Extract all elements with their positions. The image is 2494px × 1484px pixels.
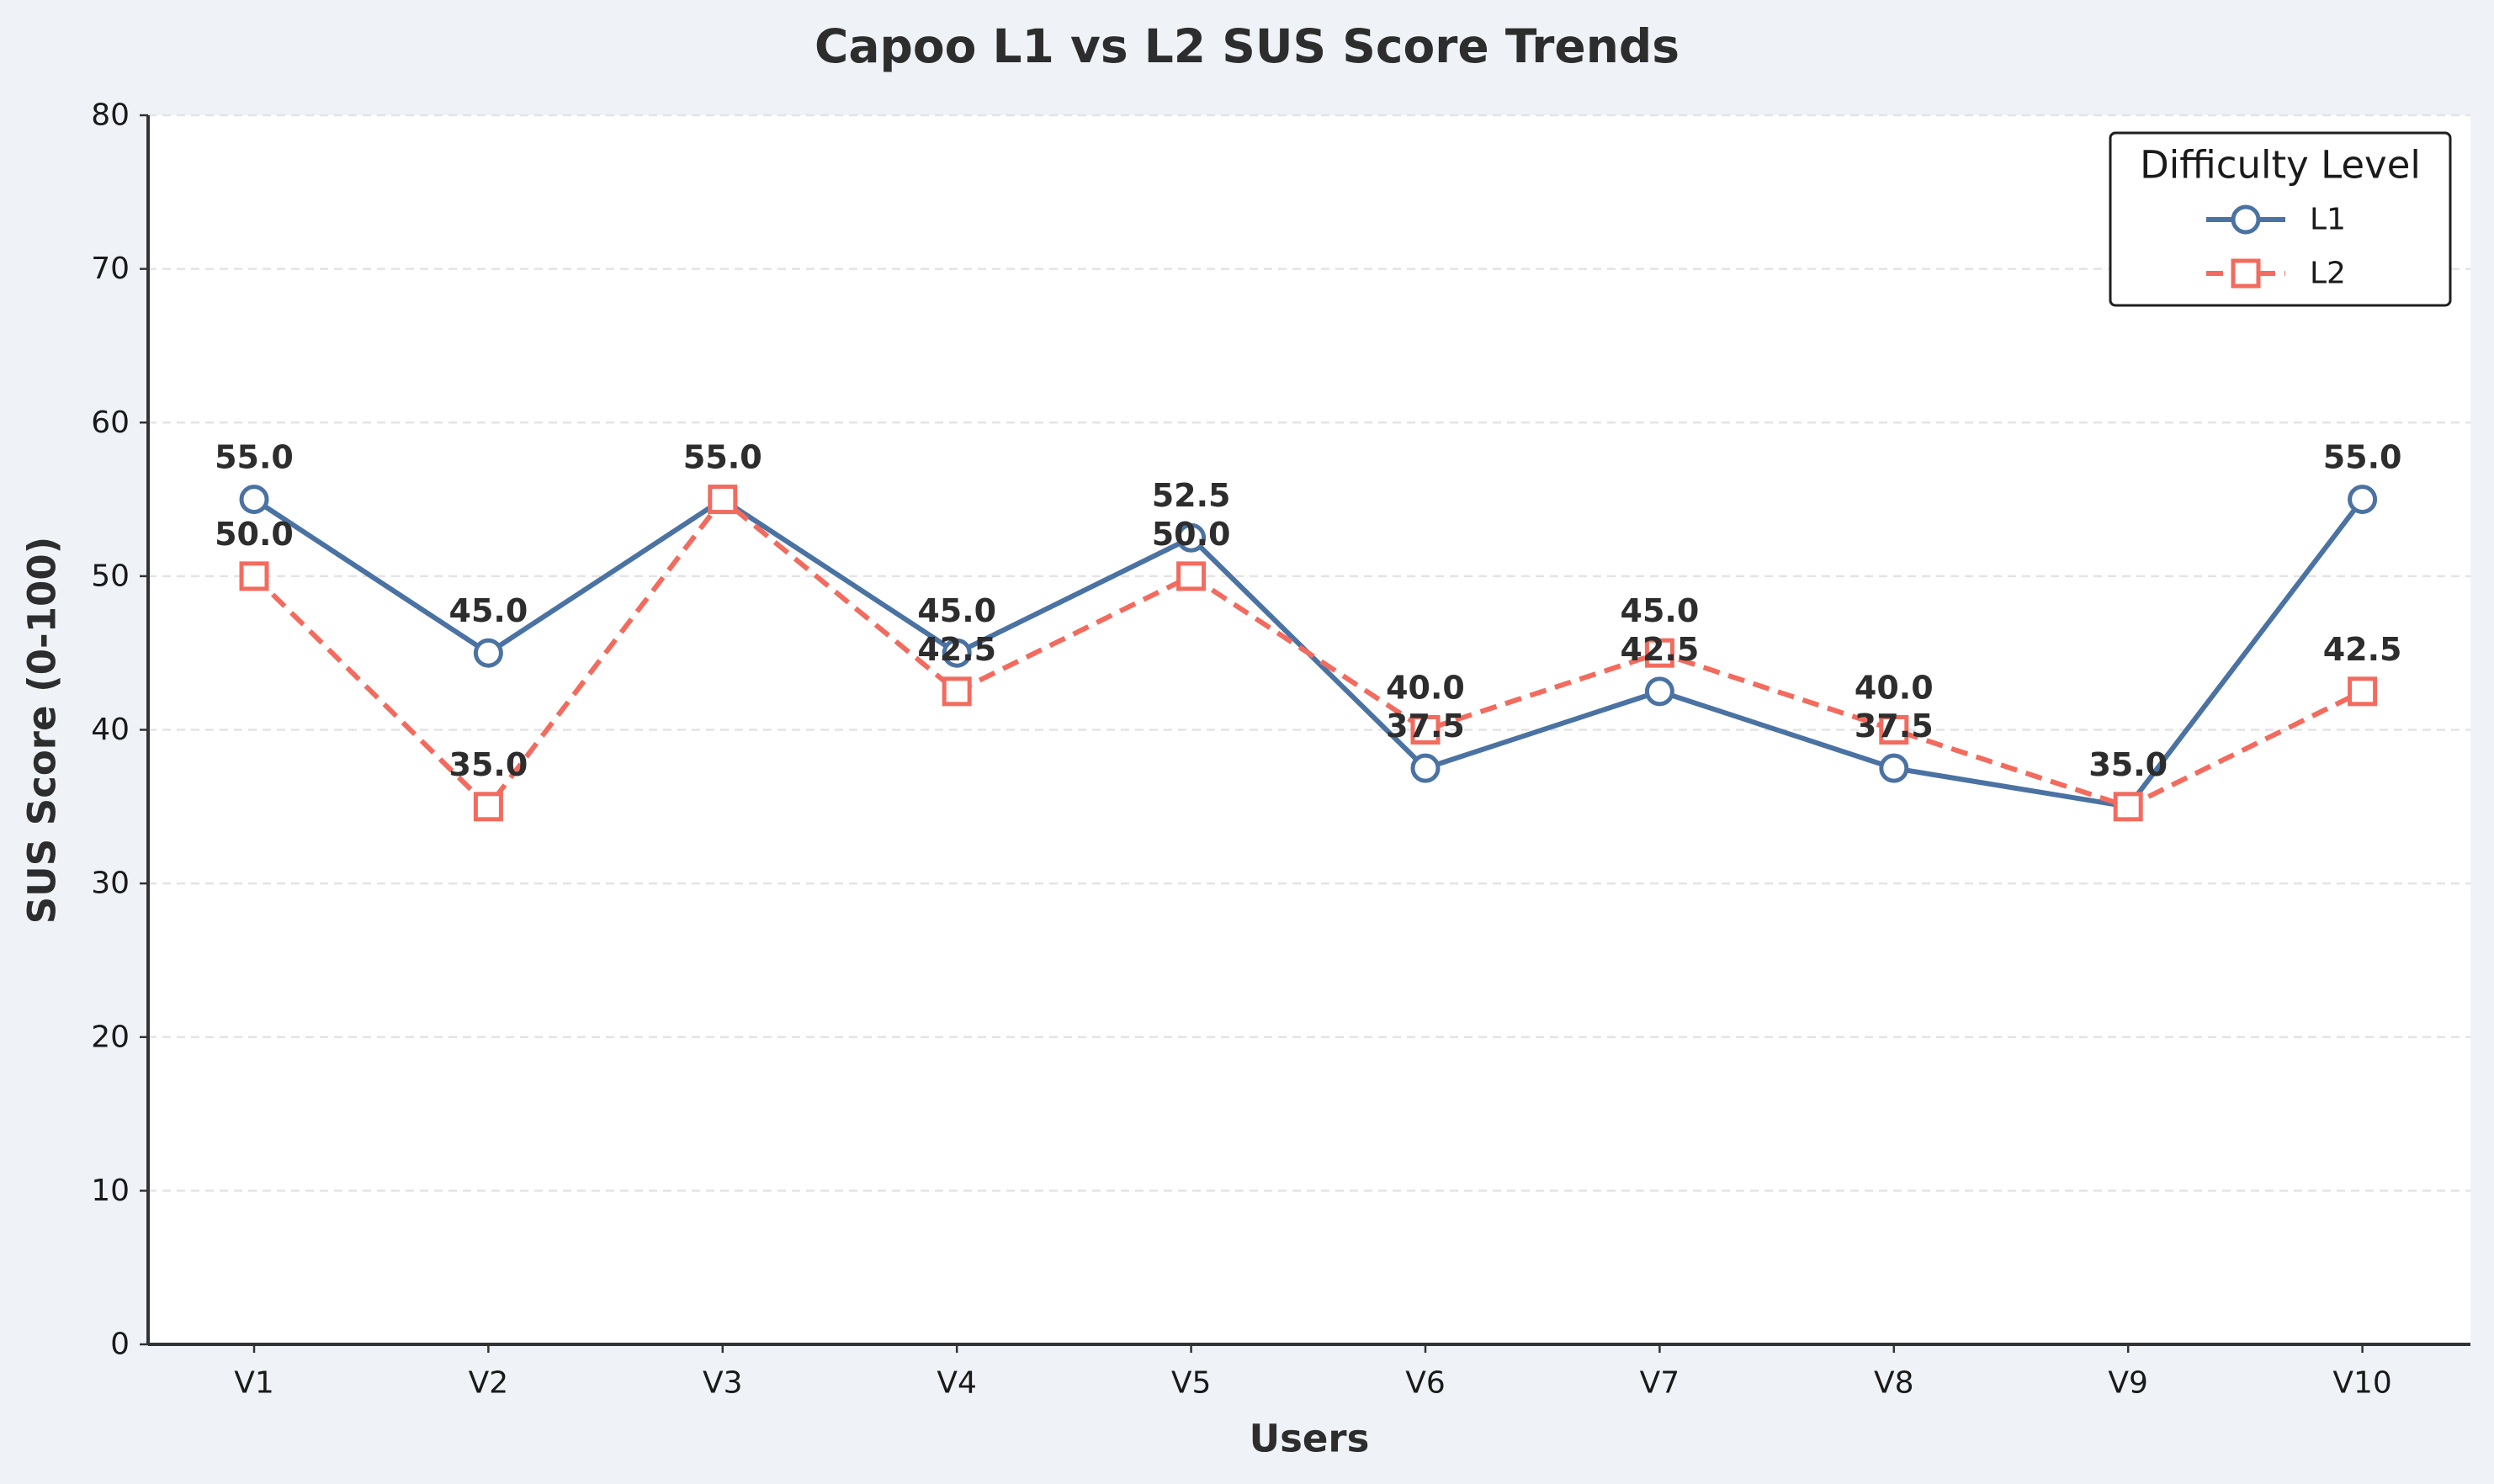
data-label-l2: 40.0 xyxy=(1386,670,1465,707)
data-point-l2 xyxy=(1644,638,1674,668)
x-axis-label: Users xyxy=(1250,1417,1370,1461)
x-tick-label: V2 xyxy=(469,1366,509,1401)
data-point-l2 xyxy=(1410,715,1441,745)
data-point-l1 xyxy=(1879,753,1909,783)
y-axis-label: SUS Score (0-100) xyxy=(20,537,65,924)
x-tick-label: V5 xyxy=(1171,1366,1212,1401)
series-lines xyxy=(252,496,2364,809)
data-label-l1: 55.0 xyxy=(215,439,294,476)
x-tick-label: V6 xyxy=(1405,1366,1446,1401)
data-label-l1: 45.0 xyxy=(449,592,528,629)
axes: 0 10 20 30 40 50 60 70 80 V1 V2 V3 V4 V5 V6 V7 V8 V9 V10 xyxy=(91,98,2470,1401)
data-label-l1: 52.5 xyxy=(1152,477,1231,514)
legend-title: Difficulty Level xyxy=(2140,143,2421,188)
data-label-l1: 37.5 xyxy=(1855,708,1934,745)
data-label-l2: 42.5 xyxy=(2323,631,2402,668)
data-label-l2: 45.0 xyxy=(1621,592,1700,629)
data-point-l2 xyxy=(473,792,503,822)
data-point-l2 xyxy=(2113,792,2143,822)
data-point-l2 xyxy=(2348,676,2378,707)
data-labels: 55.0 45.0 55.0 45.0 52.5 37.5 42.5 37.5 35.0 55.0… xyxy=(215,439,2401,783)
legend-marker-l1 xyxy=(2231,204,2261,235)
data-point-l2 xyxy=(1176,561,1207,591)
data-label-l1: 37.5 xyxy=(1386,708,1465,745)
y-tick-label: 60 xyxy=(91,405,130,440)
data-label-l1: 45.0 xyxy=(917,592,996,629)
data-point-l1 xyxy=(1644,676,1674,707)
grid xyxy=(148,114,2470,1192)
legend-marker-l2 xyxy=(2231,258,2261,289)
x-tick-label: V7 xyxy=(1640,1366,1680,1401)
x-tick-label: V9 xyxy=(2108,1366,2148,1401)
data-point-l2 xyxy=(942,676,972,707)
y-tick-label: 40 xyxy=(91,713,130,747)
chart-title: Capoo L1 vs L2 SUS Score Trends xyxy=(815,19,1679,73)
legend: Difficulty Level L1 L2 xyxy=(2109,131,2452,307)
legend-label-l1: L1 xyxy=(2310,203,2346,237)
data-point-l1 xyxy=(473,638,503,668)
y-tick-label: 30 xyxy=(91,867,130,901)
data-label-l1: 42.5 xyxy=(1621,631,1700,668)
y-tick-label: 20 xyxy=(91,1020,130,1054)
data-label-l2: 50.0 xyxy=(215,516,294,553)
data-point-l1 xyxy=(2348,485,2378,515)
data-label-l2: 40.0 xyxy=(1855,670,1934,707)
x-tick-label: V10 xyxy=(2332,1366,2391,1401)
y-tick-label: 70 xyxy=(91,252,130,286)
y-tick-label: 80 xyxy=(91,98,130,133)
data-point-l2 xyxy=(708,485,738,515)
data-label-l2: 35.0 xyxy=(449,746,528,783)
legend-label-l2: L2 xyxy=(2310,257,2346,291)
data-label-l1: 55.0 xyxy=(683,439,762,476)
series-line-l2 xyxy=(252,496,2364,809)
data-point-l1 xyxy=(942,638,972,668)
data-label-l2: 35.0 xyxy=(2088,746,2168,783)
data-point-l1 xyxy=(239,485,269,515)
data-label-l2: 55.0 xyxy=(683,439,762,476)
data-point-l1 xyxy=(1410,753,1441,783)
data-point-l1 xyxy=(1176,522,1207,553)
data-label-l2: 42.5 xyxy=(917,631,996,668)
data-point-l2 xyxy=(239,561,269,591)
y-tick-label: 50 xyxy=(91,559,130,593)
data-label-l2: 50.0 xyxy=(1152,516,1231,553)
series-markers xyxy=(239,485,2378,822)
y-tick-label: 10 xyxy=(91,1174,130,1208)
data-label-l1: 35.0 xyxy=(2088,746,2168,783)
x-tick-label: V3 xyxy=(703,1366,743,1401)
y-tick-label: 0 xyxy=(110,1328,130,1362)
data-point-l2 xyxy=(1879,715,1909,745)
x-tick-label: V8 xyxy=(1874,1366,1914,1401)
x-tick-label: V4 xyxy=(937,1366,977,1401)
data-label-l1: 55.0 xyxy=(2323,439,2402,476)
x-tick-label: V1 xyxy=(234,1366,274,1401)
